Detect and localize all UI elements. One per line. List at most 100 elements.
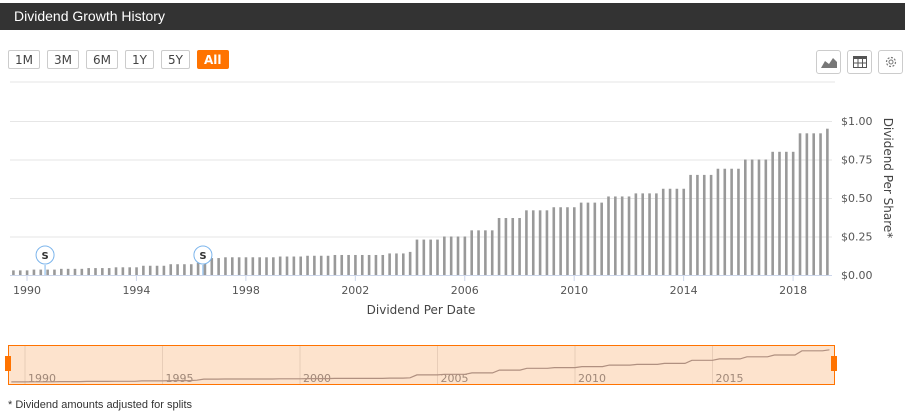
dividend-bar[interactable] xyxy=(730,168,733,275)
dividend-bar[interactable] xyxy=(661,188,665,275)
dividend-bar[interactable] xyxy=(593,202,597,275)
dividend-bar[interactable] xyxy=(614,196,617,275)
dividend-bar[interactable] xyxy=(443,236,446,276)
split-marker[interactable]: S xyxy=(35,245,55,275)
dividend-bar[interactable] xyxy=(579,202,583,275)
dividend-bar[interactable] xyxy=(757,159,761,276)
dividend-bar[interactable] xyxy=(805,133,809,275)
dividend-bar[interactable] xyxy=(627,196,631,275)
dividend-bar[interactable] xyxy=(415,239,419,275)
dividend-bar[interactable] xyxy=(73,268,77,275)
dividend-bar[interactable] xyxy=(189,264,193,275)
dividend-bar[interactable] xyxy=(340,254,344,275)
dividend-bar[interactable] xyxy=(812,133,815,275)
dividend-bar[interactable] xyxy=(620,196,624,275)
dividend-bar[interactable] xyxy=(655,193,658,275)
dividend-bar[interactable] xyxy=(675,188,679,275)
dividend-bar[interactable] xyxy=(668,188,672,275)
dividend-bar[interactable] xyxy=(210,258,214,275)
dividend-bar[interactable] xyxy=(94,268,97,275)
dividend-bar[interactable] xyxy=(477,230,480,275)
dividend-bar[interactable] xyxy=(142,265,145,275)
range-3m-button[interactable]: 3M xyxy=(47,50,79,69)
dividend-bar[interactable] xyxy=(696,174,699,275)
dividend-bar[interactable] xyxy=(641,193,644,275)
dividend-bar[interactable] xyxy=(490,230,494,275)
dividend-bar[interactable] xyxy=(497,218,501,275)
dividend-bar[interactable] xyxy=(148,265,152,275)
dividend-bar[interactable] xyxy=(128,267,131,275)
dividend-bar[interactable] xyxy=(347,254,350,275)
dividend-bar[interactable] xyxy=(702,174,706,275)
dividend-bar[interactable] xyxy=(217,258,220,275)
dividend-bar[interactable] xyxy=(798,133,802,275)
dividend-bar[interactable] xyxy=(525,210,528,275)
table-view-button[interactable] xyxy=(847,50,872,74)
dividend-bar[interactable] xyxy=(121,267,125,275)
range-all-button[interactable]: All xyxy=(197,50,229,69)
dividend-bar[interactable] xyxy=(573,207,576,275)
dividend-bar[interactable] xyxy=(771,151,774,275)
dividend-bar[interactable] xyxy=(737,168,740,275)
dividend-bar[interactable] xyxy=(607,196,610,275)
dividend-bar[interactable] xyxy=(183,264,186,275)
dividend-bar[interactable] xyxy=(538,210,542,275)
dividend-bar[interactable] xyxy=(826,128,829,275)
dividend-bar[interactable] xyxy=(25,270,29,275)
dividend-bar[interactable] xyxy=(319,255,323,275)
dividend-bar[interactable] xyxy=(422,239,426,275)
dividend-bar[interactable] xyxy=(408,251,412,275)
dividend-bar[interactable] xyxy=(750,159,754,276)
dividend-bar[interactable] xyxy=(634,193,638,275)
dividend-bar[interactable] xyxy=(231,257,234,275)
dividend-bar[interactable] xyxy=(511,218,515,275)
dividend-bar[interactable] xyxy=(819,133,822,275)
dividend-bar[interactable] xyxy=(600,202,603,275)
dividend-bar[interactable] xyxy=(456,236,460,276)
dividend-bar[interactable] xyxy=(101,268,104,275)
dividend-bar[interactable] xyxy=(265,257,268,275)
dividend-bar[interactable] xyxy=(504,218,508,275)
dividend-bar[interactable] xyxy=(258,257,261,275)
dividend-bar[interactable] xyxy=(60,268,63,275)
dividend-bar[interactable] xyxy=(333,254,337,275)
dividend-bar[interactable] xyxy=(224,257,227,275)
dividend-bar[interactable] xyxy=(566,207,569,275)
dividend-bar[interactable] xyxy=(87,268,90,275)
range-5y-button[interactable]: 5Y xyxy=(161,50,190,69)
dividend-bar[interactable] xyxy=(80,268,84,275)
dividend-bar[interactable] xyxy=(18,270,22,275)
dividend-bar[interactable] xyxy=(778,151,781,275)
dividend-bar[interactable] xyxy=(395,253,398,275)
dividend-bar[interactable] xyxy=(381,254,385,275)
navigator-right-handle[interactable] xyxy=(831,356,837,371)
dividend-bar[interactable] xyxy=(682,188,686,275)
dividend-bar[interactable] xyxy=(53,269,56,275)
dividend-bar[interactable] xyxy=(237,257,241,275)
dividend-bar[interactable] xyxy=(764,159,768,276)
dividend-bar[interactable] xyxy=(251,257,255,275)
dividend-bar[interactable] xyxy=(272,257,275,275)
dividend-bar[interactable] xyxy=(367,254,371,275)
dividend-bar[interactable] xyxy=(313,255,316,275)
dividend-bar[interactable] xyxy=(114,267,118,275)
dividend-bar[interactable] xyxy=(326,255,330,275)
dividend-bar[interactable] xyxy=(176,264,179,275)
dividend-bar[interactable] xyxy=(744,159,747,276)
dividend-bar[interactable] xyxy=(723,168,727,275)
range-1y-button[interactable]: 1Y xyxy=(125,50,154,69)
dividend-bar[interactable] xyxy=(785,151,788,275)
dividend-bar[interactable] xyxy=(46,269,49,275)
chart-type-button[interactable] xyxy=(816,50,841,74)
range-6m-button[interactable]: 6M xyxy=(86,50,118,69)
dividend-bar[interactable] xyxy=(709,174,713,275)
dividend-bar[interactable] xyxy=(402,253,405,275)
dividend-bar[interactable] xyxy=(196,262,200,275)
dividend-bar[interactable] xyxy=(66,268,70,275)
dividend-bar[interactable] xyxy=(299,256,302,275)
dividend-bar[interactable] xyxy=(306,255,309,275)
dividend-bar[interactable] xyxy=(470,230,473,275)
dividend-bar[interactable] xyxy=(169,264,173,275)
dividend-bar[interactable] xyxy=(135,267,138,275)
dividend-bar[interactable] xyxy=(285,256,289,275)
